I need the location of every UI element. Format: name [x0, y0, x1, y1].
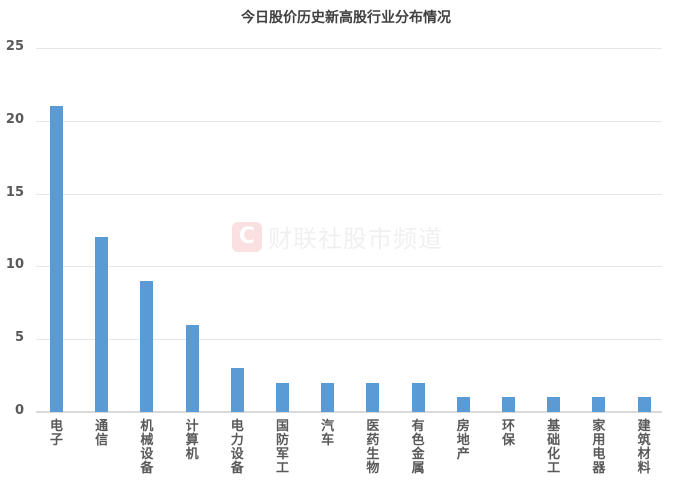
- x-tick-label: 基础化工: [547, 419, 561, 476]
- bar: [637, 397, 651, 412]
- bar: [50, 106, 63, 412]
- x-tick-label: 国防军工: [275, 419, 289, 476]
- bar: [185, 324, 199, 412]
- y-tick-label: 25: [5, 39, 24, 54]
- chart-title: 今日股价历史新高股行业分布情况: [241, 10, 451, 26]
- x-tick-label: 通信: [95, 419, 109, 448]
- bar: [592, 397, 606, 412]
- bar: [230, 368, 244, 412]
- y-tick-label: 15: [5, 184, 24, 200]
- x-tick-label: 建筑材料: [637, 419, 651, 476]
- y-tick-label: 0: [14, 403, 24, 418]
- gridline: [36, 120, 662, 122]
- x-tick-label: 计算机: [185, 419, 199, 462]
- gridline: [36, 48, 662, 49]
- bar: [321, 382, 335, 412]
- y-tick-label: 10: [5, 257, 24, 273]
- x-tick-label: 汽车: [321, 419, 335, 448]
- x-tick-label: 医药生物: [366, 419, 380, 476]
- x-tick-label: 电子: [49, 419, 63, 448]
- x-tick-label: 环保: [501, 419, 515, 448]
- watermark-logo-icon: C: [232, 221, 262, 252]
- gridline: [36, 266, 662, 268]
- x-tick-label: 机械设备: [140, 419, 154, 476]
- bar: [276, 382, 289, 412]
- bar: [456, 397, 470, 412]
- bar: [95, 237, 109, 412]
- y-tick-label: 5: [14, 330, 24, 346]
- bar: [547, 397, 561, 412]
- x-tick-label: 电力设备: [230, 419, 244, 476]
- x-tick-label: 家用电器: [592, 419, 606, 476]
- gridline: [36, 193, 662, 195]
- gridline: [36, 339, 662, 341]
- x-tick-label: 有色金属: [411, 419, 425, 476]
- bar: [140, 280, 154, 412]
- y-tick-label: 20: [5, 111, 24, 127]
- bar: [502, 397, 515, 412]
- x-tick-label: 房地产: [456, 419, 470, 462]
- bar: [411, 382, 425, 412]
- x-axis-line: [36, 411, 662, 413]
- bar: [366, 382, 380, 412]
- watermark: C 财联社股市频道: [232, 219, 443, 254]
- watermark-text: 财联社股市频道: [268, 225, 443, 253]
